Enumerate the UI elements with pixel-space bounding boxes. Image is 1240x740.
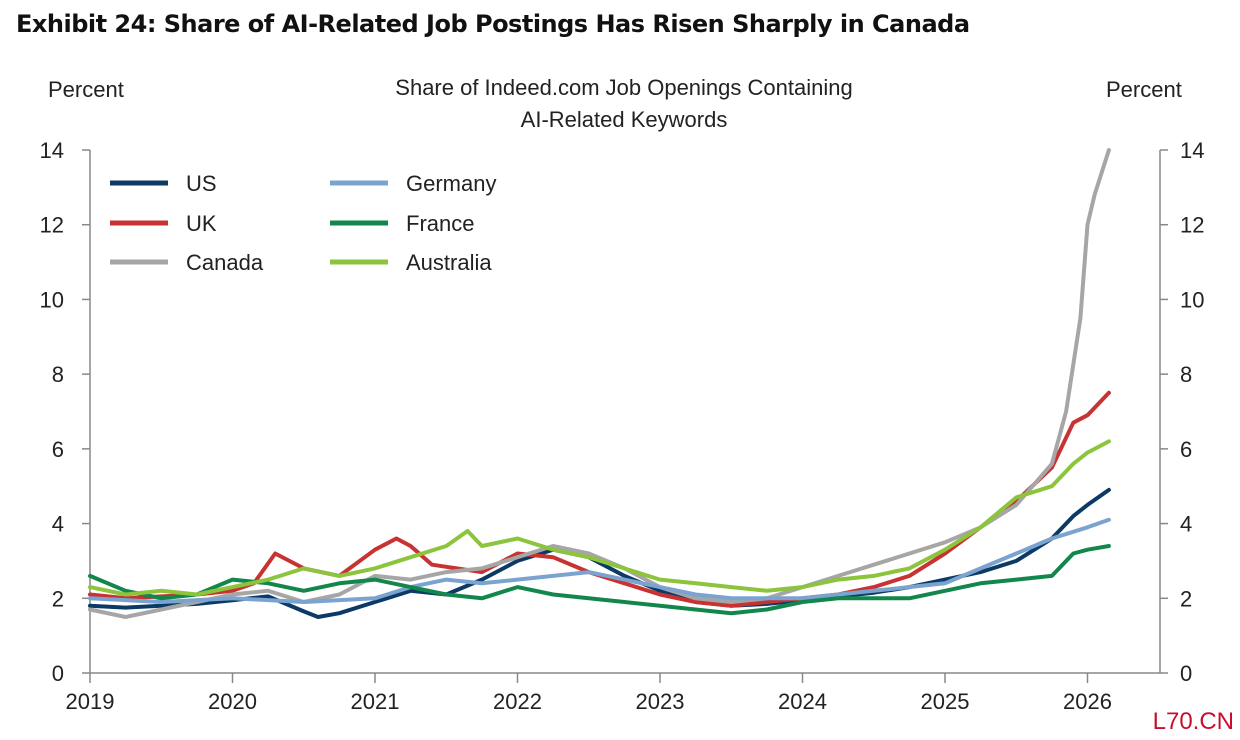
y-tick-label-left: 14 — [40, 138, 64, 163]
y-tick-label-right: 8 — [1180, 362, 1192, 387]
chart-subtitle-line-1: Share of Indeed.com Job Openings Contain… — [395, 75, 852, 100]
y-axis-label-left: Percent — [48, 77, 124, 102]
exhibit-title: Exhibit 24: Share of AI-Related Job Post… — [16, 10, 970, 38]
y-tick-label-left: 8 — [52, 362, 64, 387]
y-tick-label-right: 6 — [1180, 437, 1192, 462]
y-ticks: 0 0 2 2 4 4 6 6 8 8 10 10 12 12 14 14 — [40, 138, 1205, 686]
x-tick-label: 2024 — [778, 689, 827, 714]
x-tick-label: 2026 — [1063, 689, 1112, 714]
x-tick-label: 2022 — [493, 689, 542, 714]
y-tick-label-right: 10 — [1180, 287, 1204, 312]
x-tick-label: 2020 — [208, 689, 257, 714]
series-line-australia — [88, 439, 1111, 597]
y-tick-label-right: 12 — [1180, 213, 1204, 238]
y-tick-label-right: 0 — [1180, 661, 1192, 686]
y-tick-label-left: 12 — [40, 213, 64, 238]
series-lines — [88, 148, 1111, 619]
y-axis-label-right: Percent — [1106, 77, 1182, 102]
legend-label-france: France — [406, 211, 474, 236]
chart-subtitle-line-2: AI-Related Keywords — [521, 107, 728, 132]
x-tick-label: 2019 — [66, 689, 115, 714]
legend: US UK Canada Germany France Australia — [110, 171, 496, 275]
series-line-germany — [88, 517, 1111, 604]
legend-label-australia: Australia — [406, 250, 492, 275]
legend-label-canada: Canada — [186, 250, 264, 275]
y-tick-label-right: 2 — [1180, 586, 1192, 611]
legend-label-us: US — [186, 171, 217, 196]
legend-label-uk: UK — [186, 211, 217, 236]
series-line-france — [88, 544, 1111, 616]
x-ticks: 2019 2020 2021 2022 2023 2024 2025 2026 — [66, 673, 1112, 714]
x-tick-label: 2021 — [351, 689, 400, 714]
y-tick-label-left: 4 — [52, 512, 64, 537]
y-tick-label-left: 6 — [52, 437, 64, 462]
watermark: L70.CN — [1152, 708, 1234, 735]
y-tick-label-right: 4 — [1180, 512, 1192, 537]
y-tick-label-left: 2 — [52, 586, 64, 611]
legend-label-germany: Germany — [406, 171, 496, 196]
y-tick-label-left: 0 — [52, 661, 64, 686]
y-tick-label-left: 10 — [40, 287, 64, 312]
y-tick-label-right: 14 — [1180, 138, 1204, 163]
x-tick-label: 2025 — [921, 689, 970, 714]
x-tick-label: 2023 — [636, 689, 685, 714]
